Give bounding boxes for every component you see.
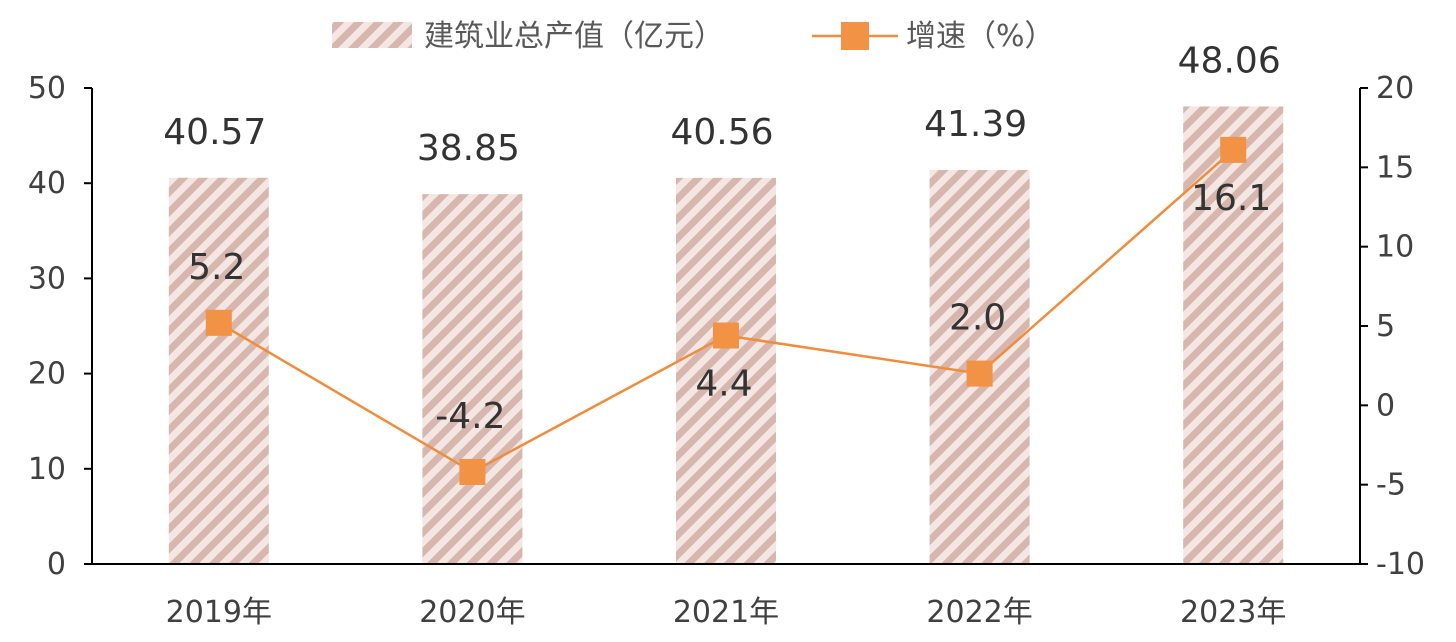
y-right-tick-label: 5 — [1376, 309, 1395, 344]
growth-value-label: 4.4 — [695, 364, 752, 405]
bar-4 — [1183, 106, 1284, 564]
bar-0 — [168, 177, 269, 564]
y-left-tick-label: 30 — [28, 261, 66, 296]
y-right-tick-label: -5 — [1376, 468, 1406, 503]
bar-2 — [676, 177, 776, 564]
legend-bar-label: 建筑业总产值（亿元） — [424, 19, 724, 54]
x-tick-label: 2019年 — [166, 595, 272, 630]
y-right-tick-label: -10 — [1376, 547, 1425, 582]
x-tick-label: 2022年 — [926, 595, 1032, 630]
legend-bar-swatch — [332, 22, 412, 48]
legend-line-label: 增速（%） — [906, 19, 1055, 54]
x-tick-label: 2021年 — [673, 595, 779, 630]
growth-value-label: -4.2 — [435, 396, 505, 437]
bar-1 — [422, 194, 523, 564]
data-labels: 40.57 38.85 40.56 41.39 48.06 5.2 -4.2 4.4 2.0 16… — [163, 40, 1280, 437]
bar-value-label: 48.06 — [1178, 40, 1281, 81]
legend-line-marker — [841, 22, 869, 50]
growth-value-label: 2.0 — [949, 298, 1006, 339]
y-left-tick-label: 50 — [28, 71, 66, 106]
bar-value-label: 40.56 — [670, 112, 773, 153]
bar-value-label: 38.85 — [417, 128, 520, 169]
bar-value-label: 41.39 — [924, 104, 1027, 145]
line-series — [205, 136, 1247, 485]
y-right-tick-label: 10 — [1376, 230, 1414, 265]
y-left-tick-label: 40 — [28, 166, 66, 201]
legend: 建筑业总产值（亿元） 增速（%） — [332, 19, 1055, 54]
growth-marker-0 — [205, 309, 232, 336]
growth-value-label: 16.1 — [1191, 178, 1271, 219]
y-right-tick-label: 15 — [1376, 150, 1414, 185]
bar-series — [168, 106, 1284, 564]
x-tick-label: 2020年 — [419, 595, 525, 630]
bar-value-label: 40.57 — [163, 112, 266, 153]
growth-marker-1 — [459, 458, 486, 485]
growth-value-label: 5.2 — [188, 247, 245, 288]
y-right-tick-label: 20 — [1376, 71, 1414, 106]
y-left-tick-label: 20 — [28, 357, 66, 392]
y-left-tick-label: 0 — [47, 547, 66, 582]
x-tick-label: 2023年 — [1180, 595, 1286, 630]
y-left-tick-label: 10 — [28, 452, 66, 487]
y-right-tick-label: 0 — [1376, 388, 1395, 423]
growth-marker-3 — [966, 360, 993, 387]
axes: 0 10 20 30 40 50 -10 -5 0 5 10 15 20 2019年 2020年 2021年 2… — [28, 71, 1425, 630]
growth-marker-4 — [1220, 136, 1247, 163]
growth-marker-2 — [713, 322, 739, 349]
